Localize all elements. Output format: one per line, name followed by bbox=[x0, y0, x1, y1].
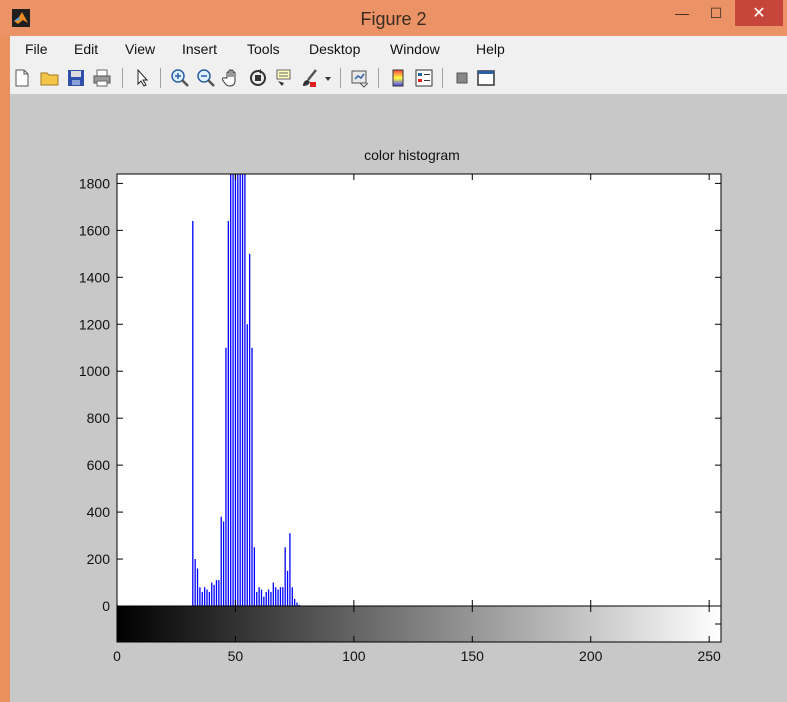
y-tick-label: 1000 bbox=[79, 363, 110, 379]
matlab-icon bbox=[12, 9, 30, 27]
hide-plot-tools-icon[interactable] bbox=[452, 68, 472, 88]
minimize-button[interactable]: — bbox=[675, 5, 689, 21]
rotate-3d-icon[interactable] bbox=[248, 68, 268, 88]
toolbar-separator bbox=[378, 68, 379, 88]
pointer-arrow-icon[interactable] bbox=[132, 68, 152, 88]
menu-desktop[interactable]: Desktop bbox=[309, 41, 361, 57]
link-plot-icon[interactable] bbox=[350, 68, 370, 88]
menu-window[interactable]: Window bbox=[390, 41, 440, 57]
data-cursor-icon[interactable] bbox=[274, 68, 294, 88]
x-tick-label: 0 bbox=[113, 648, 121, 664]
histogram-plot: color histogram 020040060080010001200140… bbox=[79, 147, 722, 664]
x-tick-label: 200 bbox=[579, 648, 603, 664]
show-plot-tools-icon[interactable] bbox=[476, 68, 496, 88]
y-tick-label: 800 bbox=[87, 410, 111, 426]
save-icon[interactable] bbox=[66, 68, 86, 88]
y-tick-label: 1400 bbox=[79, 269, 110, 285]
figure-canvas: color histogram 0 200 400 600 800 1000 1200 140… bbox=[10, 95, 787, 702]
menu-bar: File Edit View Insert Tools Desktop Wind… bbox=[10, 36, 787, 62]
window-title: Figure 2 bbox=[360, 9, 427, 29]
grayscale-colorbar bbox=[117, 606, 721, 642]
toolbar-separator bbox=[442, 68, 443, 88]
menu-help[interactable]: Help bbox=[476, 41, 505, 57]
y-axis: 0 200 400 600 800 1000 1200 1400 1600 1800 bbox=[79, 175, 721, 614]
brush-icon[interactable] bbox=[300, 68, 320, 88]
open-folder-icon[interactable] bbox=[40, 68, 60, 88]
toolbar-separator bbox=[122, 68, 123, 88]
toolbar bbox=[10, 62, 787, 95]
zoom-out-icon[interactable] bbox=[196, 68, 216, 88]
x-tick-label: 100 bbox=[342, 648, 366, 664]
new-file-icon[interactable] bbox=[12, 68, 32, 88]
menu-file[interactable]: File bbox=[25, 41, 48, 57]
y-tick-label: 1200 bbox=[79, 316, 110, 332]
histogram-axes bbox=[117, 174, 721, 606]
legend-icon[interactable] bbox=[414, 68, 434, 88]
y-tick-label: 0 bbox=[102, 598, 110, 614]
y-tick-label: 1600 bbox=[79, 222, 110, 238]
menu-edit[interactable]: Edit bbox=[74, 41, 99, 57]
zoom-in-icon[interactable] bbox=[170, 68, 190, 88]
menu-tools[interactable]: Tools bbox=[247, 41, 280, 57]
x-axis: 0 50 100 150 200 250 bbox=[113, 174, 721, 664]
maximize-button[interactable]: ☐ bbox=[709, 4, 723, 21]
toolbar-separator bbox=[160, 68, 161, 88]
menu-view[interactable]: View bbox=[125, 41, 156, 57]
histogram-bars bbox=[192, 174, 301, 606]
colorbar-icon[interactable] bbox=[388, 68, 408, 88]
title-bar: Figure 2 — ☐ ✕ bbox=[0, 0, 787, 36]
toolbar-separator bbox=[340, 68, 341, 88]
print-icon[interactable] bbox=[92, 68, 112, 88]
y-tick-label: 1800 bbox=[79, 175, 110, 191]
y-tick-label: 200 bbox=[87, 551, 111, 567]
x-tick-label: 250 bbox=[697, 648, 721, 664]
chart-title: color histogram bbox=[364, 147, 460, 163]
close-button[interactable]: ✕ bbox=[735, 0, 783, 26]
y-tick-label: 600 bbox=[87, 457, 111, 473]
y-tick-label: 400 bbox=[87, 504, 111, 520]
x-tick-label: 50 bbox=[228, 648, 244, 664]
x-tick-label: 150 bbox=[461, 648, 485, 664]
chevron-down-icon[interactable] bbox=[322, 68, 334, 88]
menu-insert[interactable]: Insert bbox=[182, 41, 218, 57]
pan-hand-icon[interactable] bbox=[222, 68, 242, 88]
